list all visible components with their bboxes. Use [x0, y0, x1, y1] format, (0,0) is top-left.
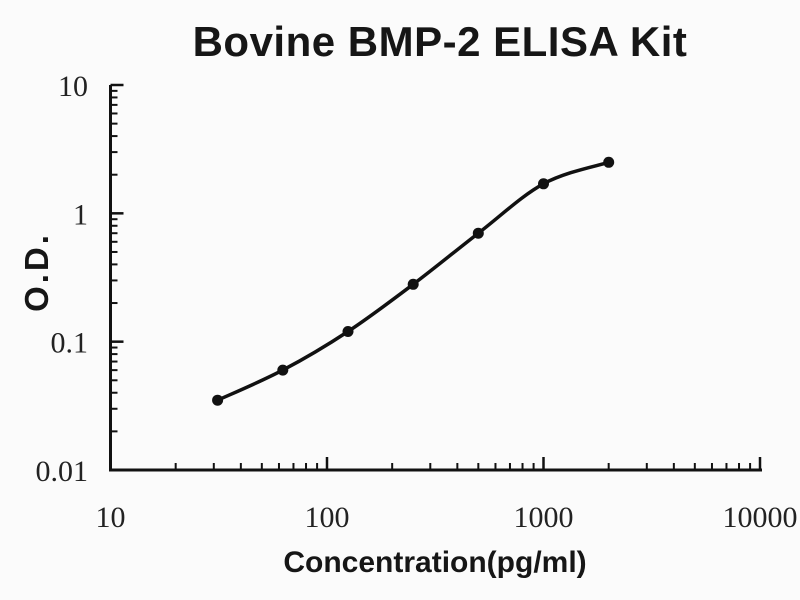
- x-tick-label: 10000: [723, 501, 798, 534]
- data-point-marker: [472, 227, 484, 239]
- chart-title: Bovine BMP-2 ELISA Kit: [193, 18, 688, 65]
- y-tick-label: 10: [58, 70, 88, 103]
- x-tick-label: 10: [96, 501, 126, 534]
- x-axis-label: Concentration(pg/ml): [283, 546, 586, 579]
- axis-ticks: [109, 83, 762, 472]
- axes: [109, 85, 762, 472]
- y-tick-label: 0.01: [36, 455, 89, 488]
- y-tick-label: 1: [73, 198, 88, 231]
- x-tick-label: 1000: [514, 501, 574, 534]
- data-point-marker: [277, 364, 289, 376]
- data-point-marker: [538, 178, 549, 190]
- y-axis-label: O.D.: [18, 232, 55, 312]
- x-tick-label: 100: [305, 501, 350, 534]
- data-point-marker: [603, 156, 615, 168]
- data-point-marker: [342, 326, 354, 337]
- tick-labels: 10 100 1000 10000 0.01 0.1 1 10: [36, 70, 798, 534]
- y-tick-label: 0.1: [51, 327, 89, 360]
- data-point-marker: [407, 278, 419, 290]
- standard-curve-series: [212, 156, 615, 406]
- data-point-marker: [212, 394, 224, 406]
